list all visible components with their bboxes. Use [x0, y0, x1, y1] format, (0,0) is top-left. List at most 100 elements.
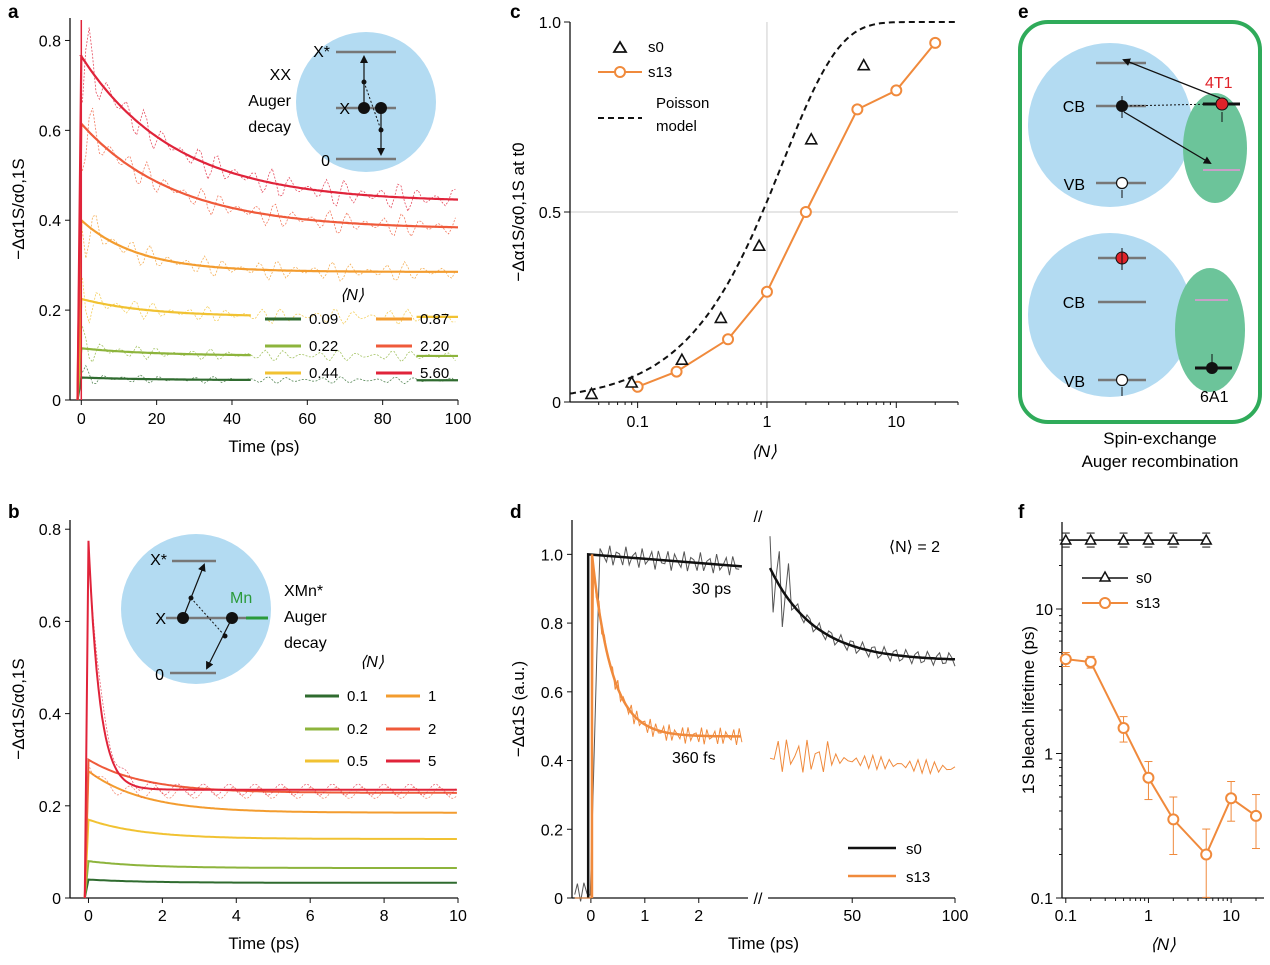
- b-fit-curve-3: [83, 769, 457, 899]
- f-s13-point: [1167, 813, 1180, 826]
- d-xtick-label: 50: [843, 908, 861, 925]
- e-lower-nc: [1028, 233, 1192, 397]
- inset-a-label-xstar: X*: [313, 44, 330, 61]
- d-ytick-label: 0: [554, 891, 563, 908]
- f-legend-s13-marker: [1099, 597, 1111, 609]
- f-s0-point: [1117, 533, 1130, 545]
- a-fit-curve-0: [76, 376, 251, 401]
- e-caption-1: Spin-exchange: [1103, 429, 1216, 448]
- inset-a-label-0: 0: [321, 153, 330, 170]
- f-s0-point: [1084, 533, 1097, 545]
- d-axis-break-gap: [748, 892, 768, 904]
- f-s13-point: [1249, 809, 1262, 822]
- f-legend-s13-label: s13: [1136, 595, 1160, 612]
- inset-b-dot-1: [188, 595, 194, 601]
- c-s13-point: [799, 206, 812, 218]
- b-legend-label-3: 1: [428, 688, 436, 705]
- f-s13-point: [1117, 722, 1130, 735]
- panel-label-d: d: [510, 502, 522, 523]
- d-s0-fit-left: [586, 553, 743, 898]
- b-fit-curve-5: [83, 540, 457, 899]
- f-s0-point: [1167, 533, 1180, 545]
- inset-a-dot-2: [378, 127, 384, 133]
- c-ylabel: −Δα1S/α0,1S at t0: [509, 142, 528, 281]
- b-legend-label-0: 0.1: [347, 688, 368, 705]
- e-lower-mn-label: 6A1: [1200, 389, 1229, 406]
- e-upper-arrow-2: [1123, 111, 1212, 165]
- d-fit-label-s13: 360 fs: [672, 750, 716, 767]
- a-legend-label-5: 5.60: [420, 365, 449, 382]
- b-raw-trace-5: [88, 545, 457, 796]
- f-ytick-label: 10: [1035, 602, 1053, 619]
- d-annotation: ⟨N⟩ = 2: [889, 539, 940, 556]
- c-s0-point: [752, 238, 766, 251]
- d-xtick-label: 2: [694, 908, 703, 925]
- inset-b-mn: [226, 612, 238, 624]
- inset-b-arrow-up: [182, 563, 206, 619]
- inset-b-dashed-link: [190, 597, 226, 637]
- e-caption-2: Auger recombination: [1082, 452, 1239, 471]
- a-raw-trace-0: [82, 364, 456, 385]
- inset-a-circle: [296, 32, 436, 172]
- a-xtick-label: 60: [298, 411, 316, 428]
- inset-a-dashed-link: [363, 81, 382, 131]
- c-ytick-label: 0: [552, 395, 561, 412]
- c-legend-model-label-1: Poisson: [656, 95, 709, 112]
- d-ytick-label: 0.6: [541, 685, 563, 702]
- f-legend-s0-marker: [1098, 570, 1112, 582]
- panel-label-c: c: [510, 2, 521, 23]
- inset-b-dot-2: [222, 633, 228, 639]
- inset-b-title-1: XMn*: [284, 583, 323, 600]
- a-legend-label-1: 0.22: [309, 338, 338, 355]
- f-s13-point: [1084, 655, 1097, 668]
- a-legend-label-2: 0.44: [309, 365, 338, 382]
- b-ytick-label: 0.8: [39, 522, 61, 539]
- a-fit-curve-5: [76, 55, 459, 401]
- c-s13-point: [851, 103, 864, 116]
- a-ylabel: −Δα1S/α0,1S: [9, 158, 28, 259]
- panel-f: f 0.1 1 10 0.1 1 10 ⟨N⟩ 1S bleach lifetime (ps)…: [1018, 502, 1264, 954]
- d-ytick-label: 0.8: [541, 616, 563, 633]
- inset-b-circle: [121, 534, 271, 684]
- f-s13-point: [1142, 771, 1155, 784]
- b-legend-label-1: 0.2: [347, 721, 368, 738]
- a-xtick-label: 20: [148, 411, 166, 428]
- f-s0-point: [1059, 533, 1073, 545]
- c-s13-point: [890, 84, 903, 97]
- d-legend-s13-label: s13: [906, 869, 930, 886]
- a-xlabel: Time (ps): [228, 437, 299, 456]
- d-xtick-label: 0: [586, 908, 595, 925]
- d-s0-raw-right: [769, 536, 956, 667]
- panel-e-frame: [1018, 20, 1262, 424]
- c-legend-s13-label: s13: [648, 64, 672, 81]
- d-s13-raw-right: [769, 739, 956, 776]
- b-ytick-label: 0.6: [39, 614, 61, 631]
- c-xtick-label: 1: [763, 414, 772, 431]
- b-fit-curve-2: [83, 818, 457, 899]
- f-xlabel: ⟨N⟩: [1150, 935, 1176, 954]
- c-s13-line: [637, 42, 936, 388]
- inset-b-arrow-down: [206, 617, 233, 670]
- d-xtick-label: 1: [640, 908, 649, 925]
- a-ytick-label: 0.8: [39, 33, 61, 50]
- a-ytick-label: 0.6: [39, 123, 61, 140]
- b-fit-curve-1: [83, 860, 457, 899]
- e-lower-mn-ground: [1206, 362, 1218, 374]
- c-s13-point: [929, 36, 942, 49]
- inset-b-exciton: [177, 612, 189, 624]
- c-s0-point: [713, 310, 728, 324]
- d-xtick-label: 100: [942, 908, 969, 925]
- a-xtick-label: 40: [223, 411, 241, 428]
- e-lower-vb-label: VB: [1064, 374, 1085, 391]
- d-top-break-mark: //: [754, 509, 763, 526]
- d-s13-fit: [590, 554, 741, 899]
- c-s0-point: [624, 375, 639, 388]
- panel-d: d // // 0 1 2 50 100 0 0.2 0.4 0.6 0.8 1.0 Time (ps) −…: [509, 502, 968, 953]
- e-lower-cb-label: CB: [1063, 295, 1085, 312]
- inset-a-title-2: Auger: [248, 93, 291, 110]
- b-ytick-label: 0.4: [39, 707, 61, 724]
- a-legend-label-3: 0.87: [420, 311, 449, 328]
- b-raw-trace-4: [88, 763, 457, 799]
- d-s0-raw-left: [574, 545, 740, 902]
